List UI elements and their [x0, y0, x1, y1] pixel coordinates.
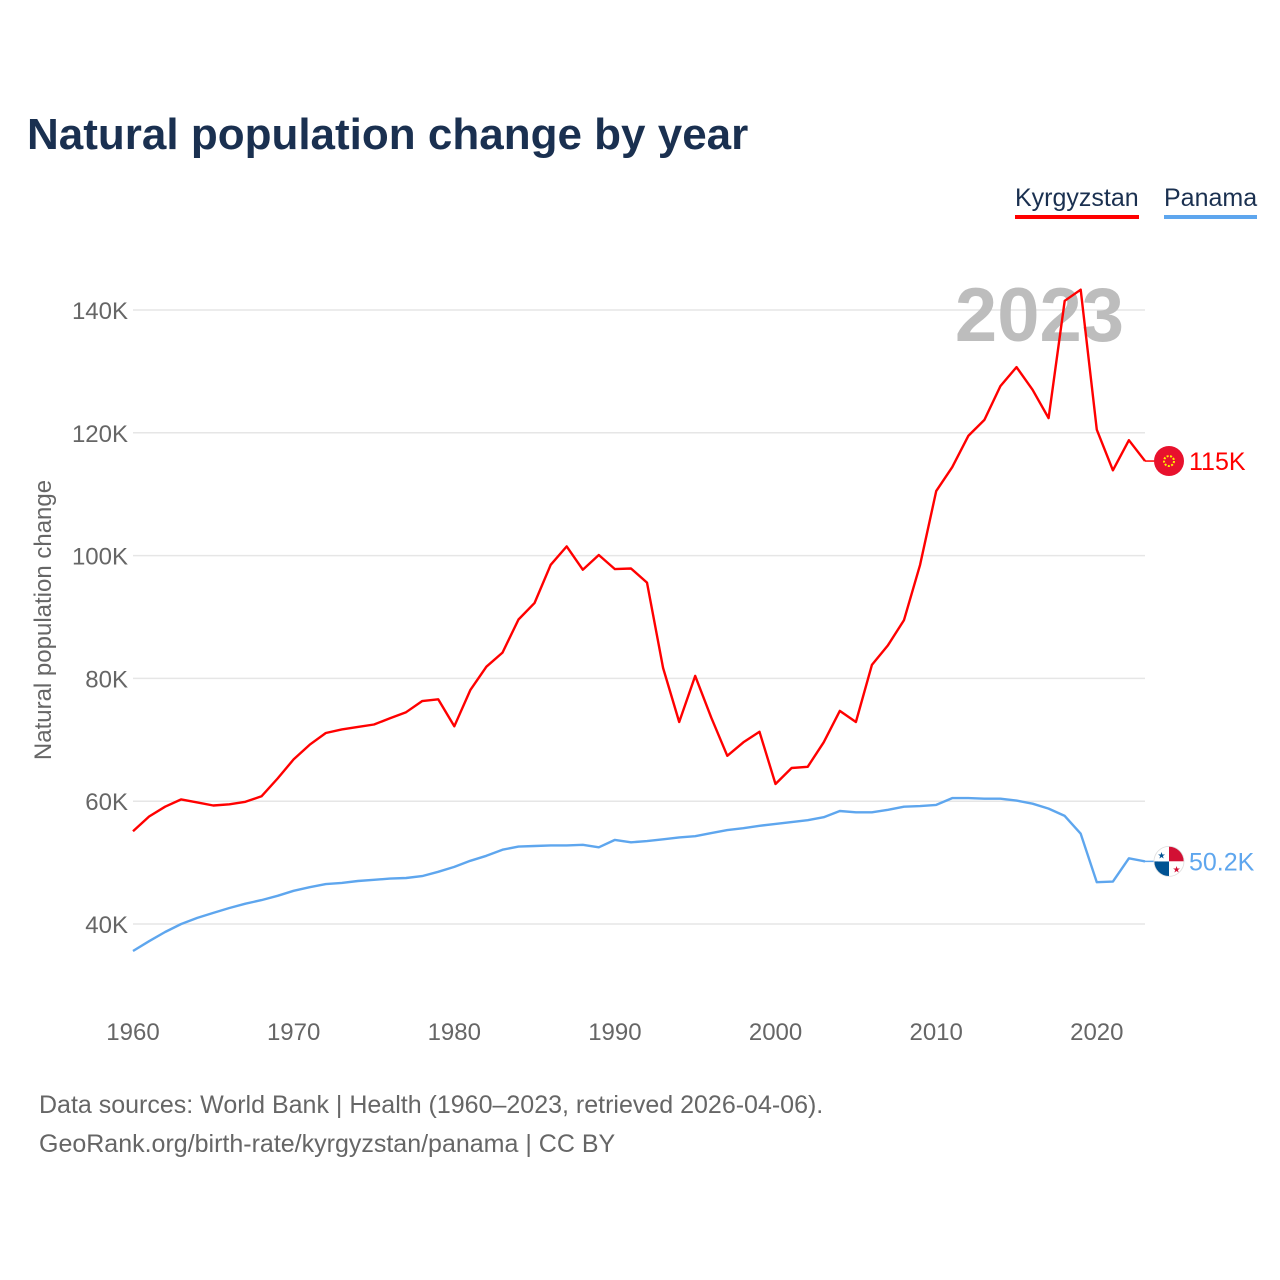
y-tick-label: 60K	[85, 789, 128, 816]
panama-flag-quarter	[1169, 861, 1184, 877]
series-line-kyrgyzstan	[132, 288, 1146, 833]
year-watermark: 2023	[955, 273, 1124, 358]
panama-flag-icon	[1169, 846, 1184, 862]
y-tick-label: 120K	[72, 421, 128, 448]
x-tick-label: 2020	[1070, 1019, 1123, 1046]
y-tick-label: 40K	[85, 912, 128, 939]
panama-flag-quarter	[1154, 861, 1169, 877]
sun-icon	[1163, 455, 1175, 468]
x-tick-label: 1990	[588, 1019, 641, 1046]
panama-flag-quarter	[1154, 846, 1169, 862]
series-line-panama	[132, 796, 1146, 953]
footer-sources: Data sources: World Bank | Health (1960–…	[39, 1091, 824, 1119]
footer: Data sources: World Bank | Health (1960–…	[39, 1086, 823, 1164]
legend-item-panama[interactable]: Panama	[1164, 184, 1258, 219]
x-tick-label: 1970	[267, 1019, 320, 1046]
x-tick-label: 2000	[749, 1019, 802, 1046]
star-icon: ★	[1172, 864, 1180, 874]
x-tick-label: 1980	[428, 1019, 481, 1046]
y-axis-label: Natural population change	[30, 480, 57, 760]
chart-title: Natural population change by year	[27, 110, 749, 159]
x-tick-label: 1960	[106, 1019, 159, 1046]
end-value-label: 50.2K	[1189, 848, 1255, 876]
x-tick-label: 2010	[909, 1019, 962, 1046]
y-tick-label: 140K	[72, 298, 128, 325]
y-tick-label: 80K	[85, 666, 128, 693]
y-tick-label: 100K	[72, 544, 128, 571]
end-value-label: 115K	[1189, 448, 1246, 476]
kyrgyzstan-flag-icon	[1154, 446, 1184, 477]
footer-credit[interactable]: GeoRank.org/birth-rate/kyrgyzstan/panama…	[39, 1130, 616, 1158]
legend-item-kyrgyzstan[interactable]: Kyrgyzstan	[1015, 184, 1139, 219]
flag-border	[1153, 845, 1185, 877]
star-icon: ★	[1157, 850, 1165, 860]
